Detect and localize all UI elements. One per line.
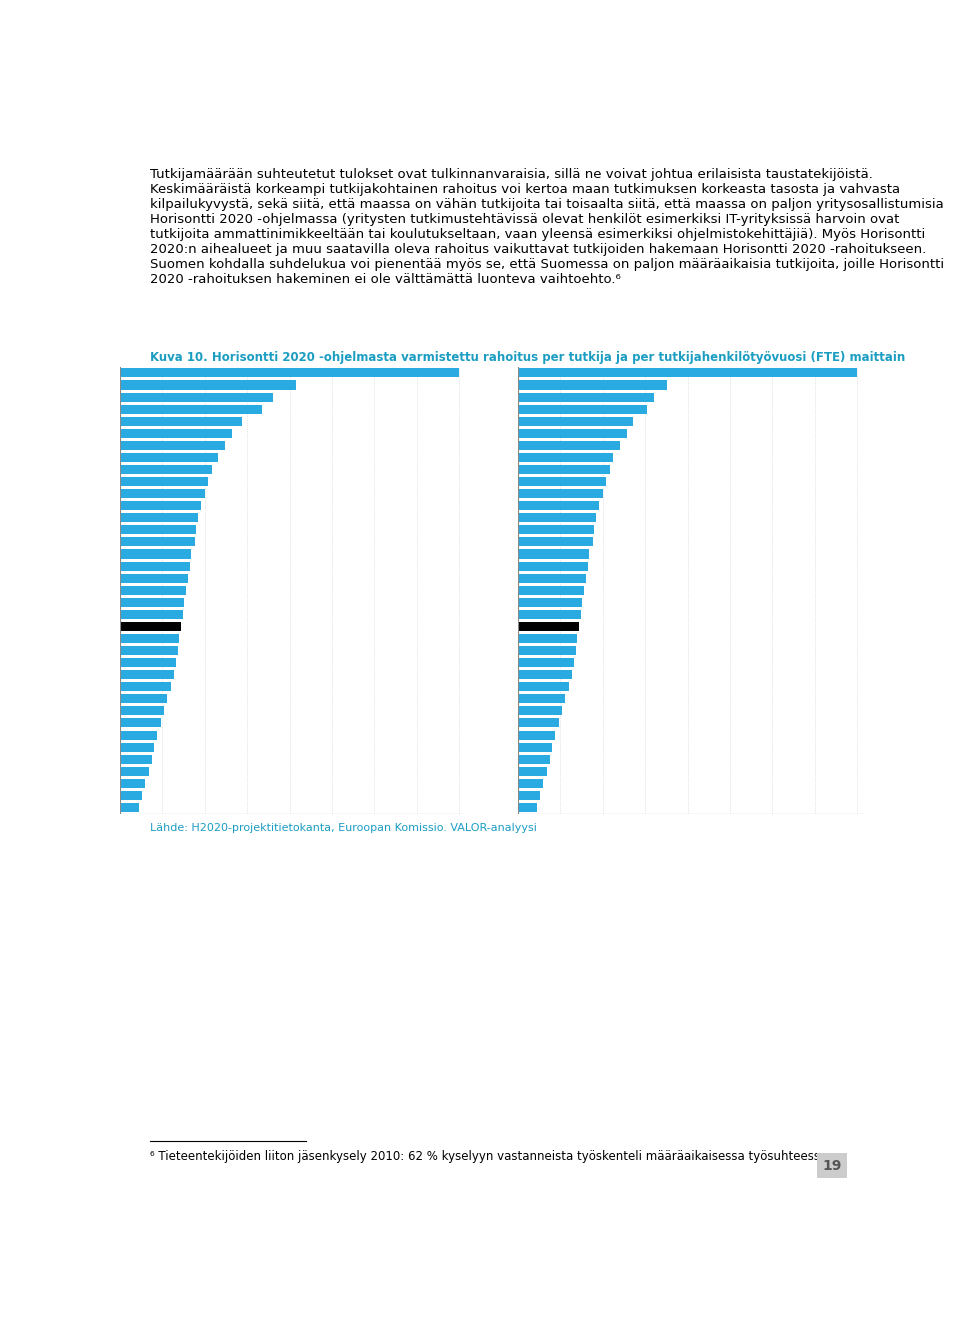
Bar xyxy=(120,380,297,390)
Bar xyxy=(120,779,146,788)
Bar xyxy=(120,453,218,462)
Bar xyxy=(120,803,138,812)
Bar xyxy=(120,441,226,451)
Bar xyxy=(518,368,857,378)
Bar xyxy=(120,538,195,546)
Bar xyxy=(518,380,667,390)
Bar xyxy=(120,659,176,668)
Bar xyxy=(518,598,583,607)
Bar xyxy=(518,453,612,462)
Text: Lähde: H2020-projektitietokanta, Euroopan Komissio. VALOR-analyysi: Lähde: H2020-projektitietokanta, Euroopa… xyxy=(150,823,537,832)
Bar xyxy=(518,441,620,451)
Bar xyxy=(120,682,171,692)
Text: 19: 19 xyxy=(823,1159,842,1173)
Bar xyxy=(120,718,160,727)
Bar xyxy=(120,429,232,437)
Bar xyxy=(518,755,550,763)
Bar xyxy=(120,465,211,474)
Bar xyxy=(120,416,242,425)
Text: Kuva 10. Horisontti 2020 -ohjelmasta varmistettu rahoitus per tutkija ja per tut: Kuva 10. Horisontti 2020 -ohjelmasta var… xyxy=(150,351,905,364)
Bar xyxy=(518,538,592,546)
Bar xyxy=(120,574,188,583)
Bar xyxy=(518,562,588,571)
Bar xyxy=(518,477,606,486)
Text: Tutkijamäärään suhteutetut tulokset ovat tulkinnanvaraisia, sillä ne voivat joht: Tutkijamäärään suhteutetut tulokset ovat… xyxy=(150,168,944,286)
Bar xyxy=(518,404,647,413)
Bar xyxy=(518,706,562,716)
Bar xyxy=(120,477,208,486)
Bar xyxy=(518,574,586,583)
Bar xyxy=(518,682,569,692)
Bar xyxy=(120,489,204,498)
Bar xyxy=(120,525,197,534)
Bar xyxy=(518,647,576,655)
Bar xyxy=(518,586,584,595)
Bar xyxy=(518,550,589,559)
Bar xyxy=(518,429,627,437)
Bar xyxy=(120,392,273,401)
Text: ⁶ Tieteentekijöiden liiton jäsenkysely 2010: 62 % kyselyyn vastanneista työskent: ⁶ Tieteentekijöiden liiton jäsenkysely 2… xyxy=(150,1150,830,1163)
Bar xyxy=(518,730,555,739)
Bar xyxy=(518,803,537,812)
Bar xyxy=(120,598,184,607)
Bar xyxy=(518,694,565,704)
Bar xyxy=(518,610,581,619)
Bar xyxy=(120,647,178,655)
Bar xyxy=(120,501,202,510)
Bar xyxy=(120,791,142,800)
Bar xyxy=(518,742,552,751)
Bar xyxy=(120,404,262,413)
Bar xyxy=(120,755,153,763)
Bar xyxy=(120,670,175,680)
Bar xyxy=(120,368,459,378)
Bar xyxy=(518,767,547,775)
Bar xyxy=(518,489,603,498)
Bar xyxy=(120,550,191,559)
Bar xyxy=(518,513,596,522)
Bar xyxy=(518,779,543,788)
Bar xyxy=(518,659,574,668)
Bar xyxy=(120,742,154,751)
Bar xyxy=(518,670,572,680)
Bar xyxy=(120,767,149,775)
Bar xyxy=(120,513,198,522)
Bar xyxy=(120,694,167,704)
Bar xyxy=(518,718,559,727)
Bar xyxy=(518,621,579,631)
Bar xyxy=(120,633,180,643)
Bar xyxy=(518,525,594,534)
Bar xyxy=(518,501,599,510)
Bar xyxy=(518,633,577,643)
Bar xyxy=(518,392,654,401)
Bar xyxy=(120,610,182,619)
Bar xyxy=(120,586,186,595)
Bar xyxy=(120,562,189,571)
Bar xyxy=(518,791,540,800)
Bar xyxy=(120,730,157,739)
Bar xyxy=(120,621,181,631)
Bar xyxy=(120,706,164,716)
Bar xyxy=(518,465,610,474)
Bar xyxy=(518,416,634,425)
